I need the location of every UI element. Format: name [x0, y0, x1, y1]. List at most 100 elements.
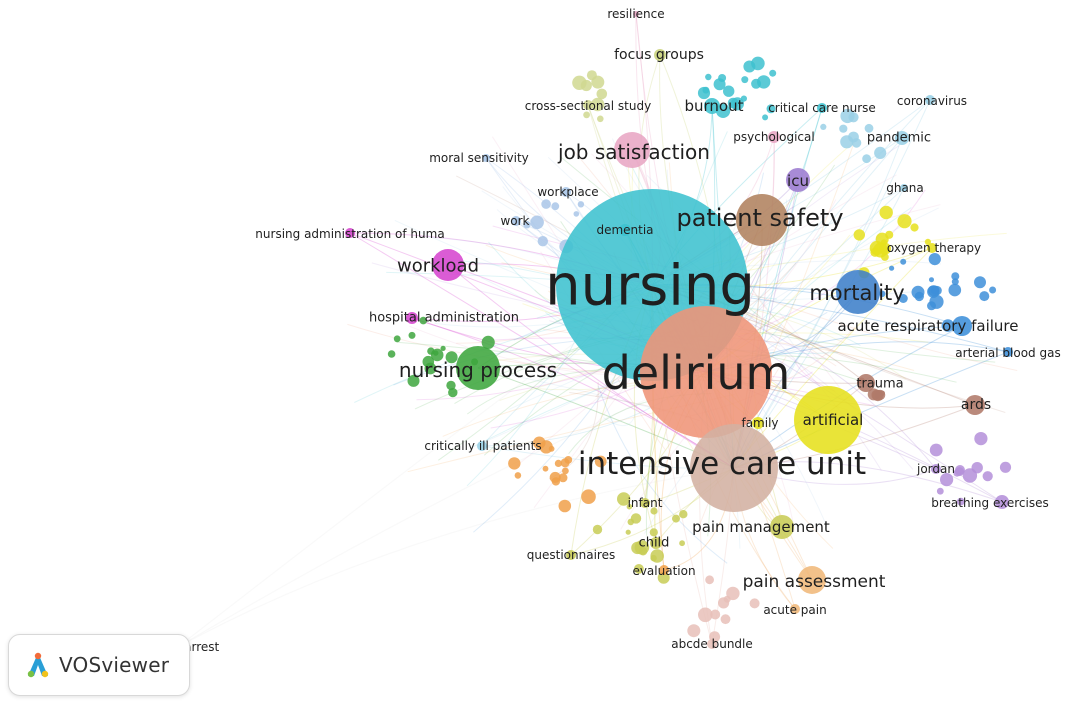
- minor-node[interactable]: [931, 287, 938, 295]
- node-jordan[interactable]: [931, 464, 941, 474]
- minor-node[interactable]: [879, 290, 886, 297]
- minor-node[interactable]: [562, 467, 569, 475]
- minor-node[interactable]: [481, 335, 495, 349]
- minor-node[interactable]: [407, 374, 420, 387]
- minor-node[interactable]: [851, 138, 862, 148]
- minor-node[interactable]: [898, 294, 908, 303]
- minor-node[interactable]: [634, 564, 644, 574]
- minor-node[interactable]: [625, 529, 631, 535]
- minor-node[interactable]: [820, 123, 827, 130]
- minor-node[interactable]: [419, 316, 428, 325]
- minor-node[interactable]: [672, 514, 680, 523]
- minor-node[interactable]: [408, 331, 416, 339]
- node-trauma[interactable]: [857, 374, 875, 392]
- node-acute-pain[interactable]: [790, 604, 800, 614]
- minor-node[interactable]: [514, 472, 522, 479]
- minor-node[interactable]: [594, 455, 607, 468]
- minor-node[interactable]: [537, 236, 548, 247]
- node-infant[interactable]: [640, 498, 650, 508]
- minor-node[interactable]: [554, 459, 563, 467]
- minor-node[interactable]: [924, 238, 932, 245]
- minor-node[interactable]: [839, 124, 848, 133]
- minor-node[interactable]: [591, 97, 605, 112]
- minor-node[interactable]: [430, 348, 444, 362]
- minor-node[interactable]: [573, 211, 580, 217]
- minor-node[interactable]: [542, 465, 549, 472]
- node-intensive-care-unit[interactable]: [690, 424, 778, 512]
- minor-node[interactable]: [558, 499, 572, 513]
- minor-node[interactable]: [448, 387, 458, 398]
- minor-node[interactable]: [718, 74, 727, 82]
- node-pain-management[interactable]: [770, 515, 794, 539]
- node-artificial[interactable]: [794, 386, 862, 454]
- node-critical-care-nurse[interactable]: [817, 103, 827, 113]
- minor-node[interactable]: [657, 571, 670, 584]
- minor-node[interactable]: [974, 276, 986, 289]
- minor-node[interactable]: [649, 528, 658, 537]
- minor-node[interactable]: [551, 477, 561, 486]
- node-mortality[interactable]: [836, 270, 880, 314]
- minor-node[interactable]: [445, 351, 458, 364]
- minor-node[interactable]: [583, 111, 590, 119]
- minor-node[interactable]: [698, 607, 713, 623]
- minor-node[interactable]: [530, 215, 544, 230]
- minor-node[interactable]: [730, 97, 745, 111]
- minor-node[interactable]: [951, 272, 960, 281]
- minor-node[interactable]: [873, 242, 888, 258]
- minor-node[interactable]: [705, 73, 712, 81]
- minor-node[interactable]: [862, 154, 871, 164]
- minor-node[interactable]: [989, 286, 997, 294]
- node-burnout[interactable]: [704, 98, 720, 114]
- minor-node[interactable]: [974, 432, 988, 446]
- minor-node[interactable]: [751, 56, 765, 71]
- minor-node[interactable]: [929, 443, 943, 457]
- minor-node[interactable]: [900, 258, 907, 265]
- node-critically-ill-patients[interactable]: [477, 441, 487, 451]
- minor-node[interactable]: [864, 123, 874, 133]
- node-ghana[interactable]: [900, 184, 908, 192]
- minor-node[interactable]: [581, 489, 596, 505]
- minor-node[interactable]: [956, 497, 965, 506]
- minor-node[interactable]: [879, 205, 893, 220]
- node-delirium[interactable]: [640, 306, 772, 438]
- minor-node[interactable]: [710, 609, 721, 620]
- minor-node[interactable]: [910, 223, 919, 232]
- minor-node[interactable]: [911, 285, 925, 299]
- minor-node[interactable]: [885, 230, 894, 239]
- node-moral-sensitivity[interactable]: [482, 154, 490, 162]
- node-abcde-bundle[interactable]: [707, 639, 717, 649]
- minor-node[interactable]: [953, 469, 961, 477]
- minor-node[interactable]: [948, 283, 962, 297]
- node-nursing-administration-of-huma[interactable]: [345, 228, 355, 238]
- minor-node[interactable]: [740, 95, 748, 102]
- node-nursing-process[interactable]: [456, 346, 500, 390]
- minor-node[interactable]: [889, 265, 895, 271]
- minor-node[interactable]: [757, 75, 771, 89]
- minor-node[interactable]: [679, 540, 685, 547]
- minor-node[interactable]: [541, 199, 551, 209]
- minor-node[interactable]: [962, 468, 978, 483]
- node-breathing-exercises[interactable]: [995, 495, 1009, 509]
- node-oxygen-therapy[interactable]: [927, 243, 937, 253]
- node-job-satisfaction[interactable]: [614, 132, 650, 168]
- minor-node[interactable]: [626, 503, 633, 510]
- node-questionnaires[interactable]: [566, 550, 576, 560]
- node-workplace[interactable]: [561, 187, 571, 197]
- node-pandemic[interactable]: [895, 131, 909, 145]
- minor-node[interactable]: [705, 575, 714, 585]
- vosviewer-logo-badge[interactable]: VOSviewer: [8, 634, 190, 696]
- minor-node[interactable]: [880, 239, 888, 246]
- minor-node[interactable]: [840, 108, 855, 124]
- minor-node[interactable]: [551, 202, 560, 211]
- node-hospital-administration[interactable]: [406, 312, 418, 324]
- minor-node[interactable]: [592, 524, 603, 535]
- node-child[interactable]: [650, 537, 662, 549]
- minor-node[interactable]: [940, 473, 954, 487]
- minor-node[interactable]: [650, 554, 657, 562]
- minor-node[interactable]: [508, 457, 521, 470]
- minor-node[interactable]: [586, 70, 597, 81]
- node-acute-respiratory-failure[interactable]: [952, 316, 972, 336]
- minor-node[interactable]: [936, 487, 944, 495]
- minor-node[interactable]: [723, 85, 735, 97]
- minor-node[interactable]: [617, 492, 631, 506]
